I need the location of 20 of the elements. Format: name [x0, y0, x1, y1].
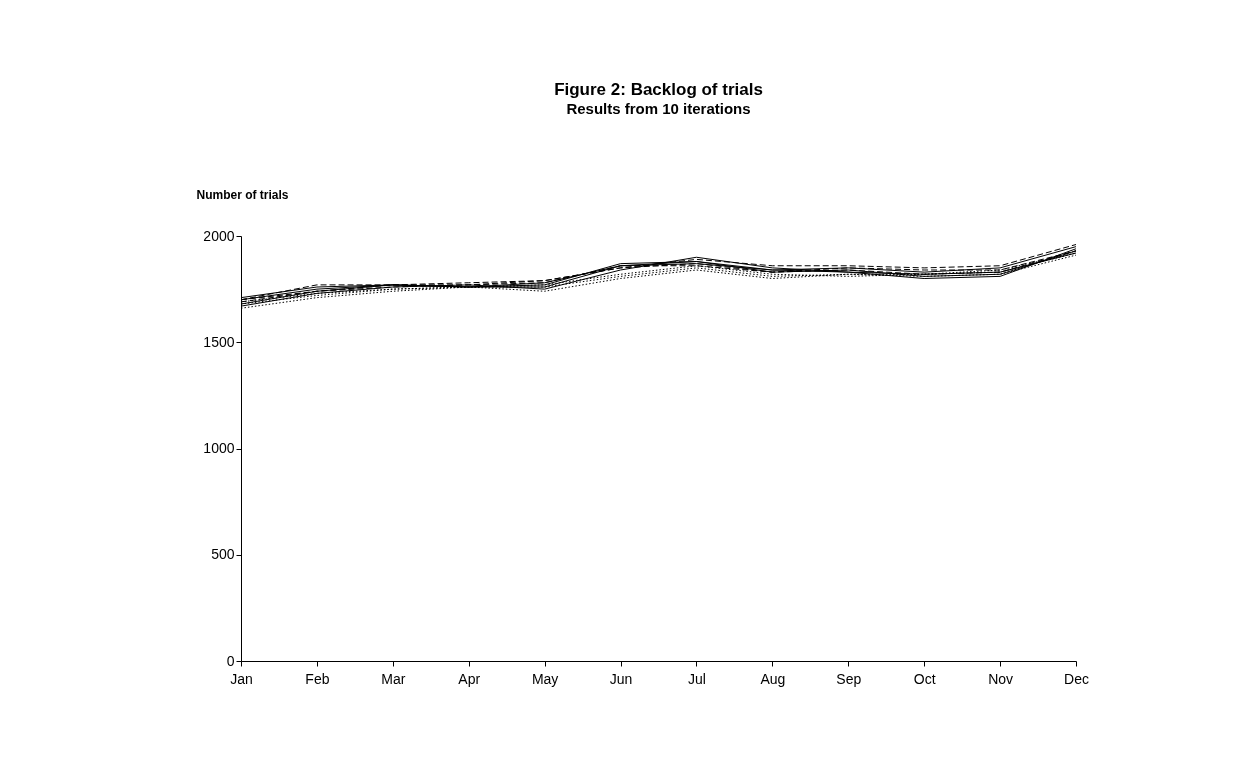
- y-axis-title: Number of trials: [196, 187, 289, 202]
- x-tick-label: Apr: [458, 670, 481, 687]
- x-tick-label: Mar: [381, 670, 406, 687]
- x-tick-label: Sep: [836, 670, 862, 687]
- x-tick-label: Jan: [230, 670, 253, 687]
- y-tick-label: 1500: [203, 333, 235, 350]
- x-tick-label: Nov: [988, 670, 1014, 687]
- x-tick-label: Feb: [305, 670, 330, 687]
- x-tick-label: Aug: [760, 670, 786, 687]
- chart-subtitle: Results from 10 iterations: [566, 100, 751, 117]
- y-tick-label: 0: [226, 652, 235, 669]
- y-tick-label: 1000: [203, 440, 235, 456]
- x-tick-label: May: [531, 670, 559, 687]
- chart-title: Figure 2: Backlog of trials: [554, 80, 763, 99]
- y-tick-label: 500: [211, 546, 235, 563]
- y-tick-label: 2000: [203, 227, 235, 244]
- x-tick-label: Dec: [1064, 670, 1089, 687]
- x-tick-label: Oct: [913, 670, 936, 687]
- x-tick-label: Jul: [688, 670, 706, 687]
- x-tick-label: Jun: [609, 670, 633, 687]
